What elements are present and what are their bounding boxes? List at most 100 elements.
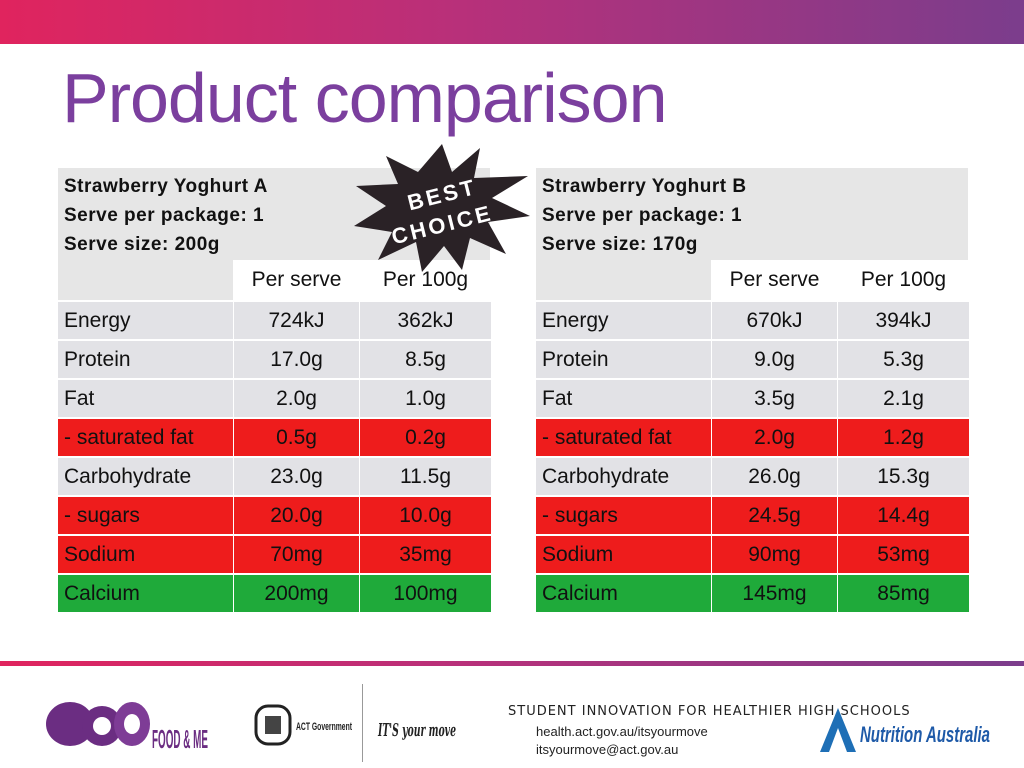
nutrient-row: Protein 17.0g 8.5g (58, 341, 491, 378)
per-serve-value: 24.5g (712, 497, 837, 534)
per-100g-value: 15.3g (838, 458, 969, 495)
product-a-column-headers: Per serve Per 100g (58, 260, 491, 300)
nutrient-row: - saturated fat 2.0g 1.2g (536, 419, 969, 456)
product-a-rows: Energy 724kJ 362kJ Protein 17.0g 8.5g Fat 2.0g 1… (58, 302, 491, 612)
nutrient-label: - sugars (58, 497, 233, 534)
per-serve-value: 3.5g (712, 380, 837, 417)
per-100g-value: 0.2g (360, 419, 491, 456)
per-serve-value: 20.0g (234, 497, 359, 534)
per-100g-value: 8.5g (360, 341, 491, 378)
footer-divider (362, 684, 363, 762)
product-b-header: Strawberry Yoghurt B Serve per package: … (536, 168, 968, 260)
per-serve-value: 200mg (234, 575, 359, 612)
nutrient-row: Calcium 145mg 85mg (536, 575, 969, 612)
nutrient-label: Fat (58, 380, 233, 417)
nutrient-row: Energy 724kJ 362kJ (58, 302, 491, 339)
nutrient-row: - sugars 20.0g 10.0g (58, 497, 491, 534)
nutrition-australia-logo: Nutrition Australia (820, 708, 990, 752)
column-header-per-serve: Per serve (729, 268, 820, 291)
per-serve-value: 17.0g (234, 341, 359, 378)
footer: FOOD & ME ACT Government IT'S your move … (0, 676, 1024, 768)
product-b-rows: Energy 670kJ 394kJ Protein 9.0g 5.3g Fat 3.5g 2.… (536, 302, 969, 612)
per-100g-value: 11.5g (360, 458, 491, 495)
per-serve-value: 23.0g (234, 458, 359, 495)
food-and-me-logo: FOOD & ME (46, 702, 208, 752)
per-100g-value: 362kJ (360, 302, 491, 339)
column-header-per-100g: Per 100g (382, 268, 469, 291)
column-header-per-100g: Per 100g (860, 268, 947, 291)
food-me-logo-text: FOOD & ME (152, 724, 208, 752)
nutrition-australia-mark (820, 708, 856, 752)
nutrient-row: Carbohydrate 23.0g 11.5g (58, 458, 491, 495)
nutrient-label: Carbohydrate (536, 458, 711, 495)
website-link[interactable]: health.act.gov.au/itsyourmove (536, 724, 708, 739)
nutrient-row: Energy 670kJ 394kJ (536, 302, 969, 339)
nutrient-row: Sodium 70mg 35mg (58, 536, 491, 573)
column-header-per-serve: Per serve (251, 268, 342, 291)
per-100g-value: 5.3g (838, 341, 969, 378)
nutrient-row: Carbohydrate 26.0g 15.3g (536, 458, 969, 495)
program-name: STUDENT INNOVATION FOR HEALTHIER HIGH SC… (508, 704, 911, 719)
nutrient-label: Energy (536, 302, 711, 339)
nutrient-row: - sugars 24.5g 14.4g (536, 497, 969, 534)
nutrient-label: Protein (536, 341, 711, 378)
product-a-serve-package: Serve per package: 1 (64, 205, 265, 226)
nutrient-label: Fat (536, 380, 711, 417)
product-b-serve-size: Serve size: 170g (542, 234, 698, 255)
nutrient-label: - sugars (536, 497, 711, 534)
nutrient-label: Sodium (536, 536, 711, 573)
per-100g-value: 53mg (838, 536, 969, 573)
per-serve-value: 9.0g (712, 341, 837, 378)
per-100g-value: 100mg (360, 575, 491, 612)
nutrient-row: - saturated fat 0.5g 0.2g (58, 419, 491, 456)
nutrient-label: - saturated fat (58, 419, 233, 456)
nutrient-label: Sodium (58, 536, 233, 573)
per-100g-value: 1.2g (838, 419, 969, 456)
nutrient-label: - saturated fat (536, 419, 711, 456)
product-b-name: Strawberry Yoghurt B (542, 176, 747, 197)
nutrient-row: Fat 2.0g 1.0g (58, 380, 491, 417)
per-100g-value: 394kJ (838, 302, 969, 339)
nutrient-label: Calcium (536, 575, 711, 612)
email-link[interactable]: itsyourmove@act.gov.au (536, 742, 679, 757)
nutrient-label: Calcium (58, 575, 233, 612)
per-100g-value: 35mg (360, 536, 491, 573)
per-serve-value: 2.0g (234, 380, 359, 417)
product-a-serve-size: Serve size: 200g (64, 234, 220, 255)
page-title: Product comparison (62, 59, 668, 137)
its-your-move-logo: IT'S your move (377, 720, 456, 741)
bottom-gradient-bar (0, 661, 1024, 666)
per-100g-value: 2.1g (838, 380, 969, 417)
top-gradient-bar (0, 0, 1024, 44)
per-100g-value: 10.0g (360, 497, 491, 534)
its-your-move-text: IT'S your move (377, 720, 456, 741)
nutrient-row: Fat 3.5g 2.1g (536, 380, 969, 417)
product-b-serve-package: Serve per package: 1 (542, 205, 743, 226)
act-government-logo: ACT Government (254, 704, 352, 746)
per-serve-value: 26.0g (712, 458, 837, 495)
per-100g-value: 14.4g (838, 497, 969, 534)
product-b-column-headers: Per serve Per 100g (536, 260, 969, 300)
per-serve-value: 145mg (712, 575, 837, 612)
nutrient-label: Protein (58, 341, 233, 378)
best-choice-badge: BEST CHOICE (352, 142, 532, 274)
nutrient-label: Energy (58, 302, 233, 339)
nutrient-row: Protein 9.0g 5.3g (536, 341, 969, 378)
per-100g-value: 85mg (838, 575, 969, 612)
per-serve-value: 90mg (712, 536, 837, 573)
per-serve-value: 670kJ (712, 302, 837, 339)
nutrient-label: Carbohydrate (58, 458, 233, 495)
act-logo-text: ACT Government (296, 721, 352, 733)
product-a-table: Strawberry Yoghurt A Serve per package: … (58, 168, 491, 612)
product-b-table: Strawberry Yoghurt B Serve per package: … (536, 168, 969, 612)
per-serve-value: 2.0g (712, 419, 837, 456)
product-a-name: Strawberry Yoghurt A (64, 176, 268, 197)
per-serve-value: 724kJ (234, 302, 359, 339)
per-100g-value: 1.0g (360, 380, 491, 417)
per-serve-value: 0.5g (234, 419, 359, 456)
nutrition-australia-text: Nutrition Australia (860, 722, 990, 747)
starburst-icon: BEST CHOICE (354, 144, 530, 272)
per-serve-value: 70mg (234, 536, 359, 573)
nutrient-row: Sodium 90mg 53mg (536, 536, 969, 573)
nutrient-row: Calcium 200mg 100mg (58, 575, 491, 612)
